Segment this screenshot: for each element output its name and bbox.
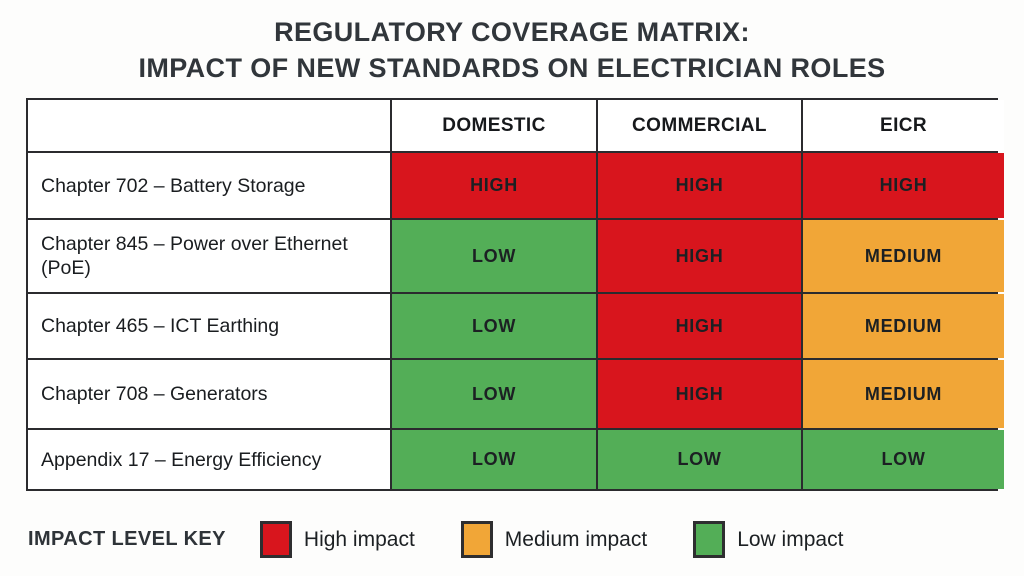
row-label: Chapter 465 – ICT Earthing bbox=[28, 294, 390, 359]
regulatory-matrix-infographic: REGULATORY COVERAGE MATRIX: IMPACT OF NE… bbox=[0, 15, 1024, 576]
row-label: Chapter 708 – Generators bbox=[28, 360, 390, 429]
impact-cell: LOW bbox=[803, 430, 1004, 490]
impact-cell: HIGH bbox=[803, 153, 1004, 219]
impact-cell: HIGH bbox=[598, 360, 801, 429]
medium-impact-swatch bbox=[460, 521, 493, 559]
impact-cell: LOW bbox=[598, 430, 801, 490]
header-cell-domestic: DOMESTIC bbox=[392, 100, 596, 152]
row-label: Chapter 845 – Power over Ethernet (PoE) bbox=[28, 220, 390, 293]
legend-title: IMPACT LEVEL KEY bbox=[28, 528, 226, 551]
legend-item-low: Low impact bbox=[693, 521, 844, 559]
page-title: REGULATORY COVERAGE MATRIX: IMPACT OF NE… bbox=[0, 15, 1024, 86]
impact-cell: LOW bbox=[392, 220, 596, 293]
impact-cell: LOW bbox=[392, 430, 596, 490]
impact-cell: MEDIUM bbox=[803, 360, 1004, 429]
legend-label: High impact bbox=[303, 527, 415, 551]
header-cell-empty bbox=[28, 100, 390, 152]
legend-item-medium: Medium impact bbox=[460, 521, 648, 559]
legend-label: Low impact bbox=[737, 527, 844, 551]
impact-cell: LOW bbox=[392, 360, 596, 429]
high-impact-swatch bbox=[259, 521, 292, 559]
impact-cell: MEDIUM bbox=[803, 220, 1004, 293]
title-line-2: IMPACT OF NEW STANDARDS ON ELECTRICIAN R… bbox=[138, 52, 886, 83]
low-impact-swatch bbox=[693, 521, 726, 559]
header-cell-commercial: COMMERCIAL bbox=[598, 100, 801, 152]
impact-cell: HIGH bbox=[598, 153, 801, 219]
row-label: Appendix 17 – Energy Efficiency bbox=[28, 430, 390, 490]
impact-cell: LOW bbox=[392, 294, 596, 359]
impact-cell: HIGH bbox=[392, 153, 596, 219]
impact-cell: HIGH bbox=[598, 294, 801, 359]
title-line-1: REGULATORY COVERAGE MATRIX: bbox=[274, 17, 750, 47]
impact-cell: HIGH bbox=[598, 220, 801, 293]
impact-level-key: IMPACT LEVEL KEY High impact Medium impa… bbox=[28, 521, 1024, 559]
regulatory-matrix-table: DOMESTIC COMMERCIAL EICR Chapter 702 – B… bbox=[26, 98, 1004, 492]
header-cell-eicr: EICR bbox=[803, 100, 1004, 152]
impact-cell: MEDIUM bbox=[803, 294, 1004, 359]
row-label: Chapter 702 – Battery Storage bbox=[28, 153, 390, 219]
legend-item-high: High impact bbox=[259, 521, 415, 559]
legend-label: Medium impact bbox=[504, 527, 648, 551]
